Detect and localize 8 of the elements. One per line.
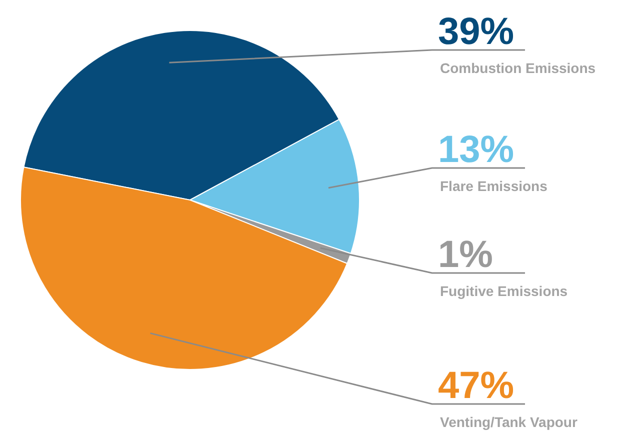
data-label: 39% (438, 11, 514, 53)
slice-label: Combustion Emissions (440, 60, 596, 76)
data-label: 13% (438, 129, 514, 171)
data-label: 1% (438, 234, 493, 276)
slice-label: Flare Emissions (440, 178, 548, 194)
slice-label: Venting/Tank Vapour (440, 414, 578, 430)
slice-label: Fugitive Emissions (440, 283, 568, 299)
data-label: 47% (438, 365, 514, 407)
